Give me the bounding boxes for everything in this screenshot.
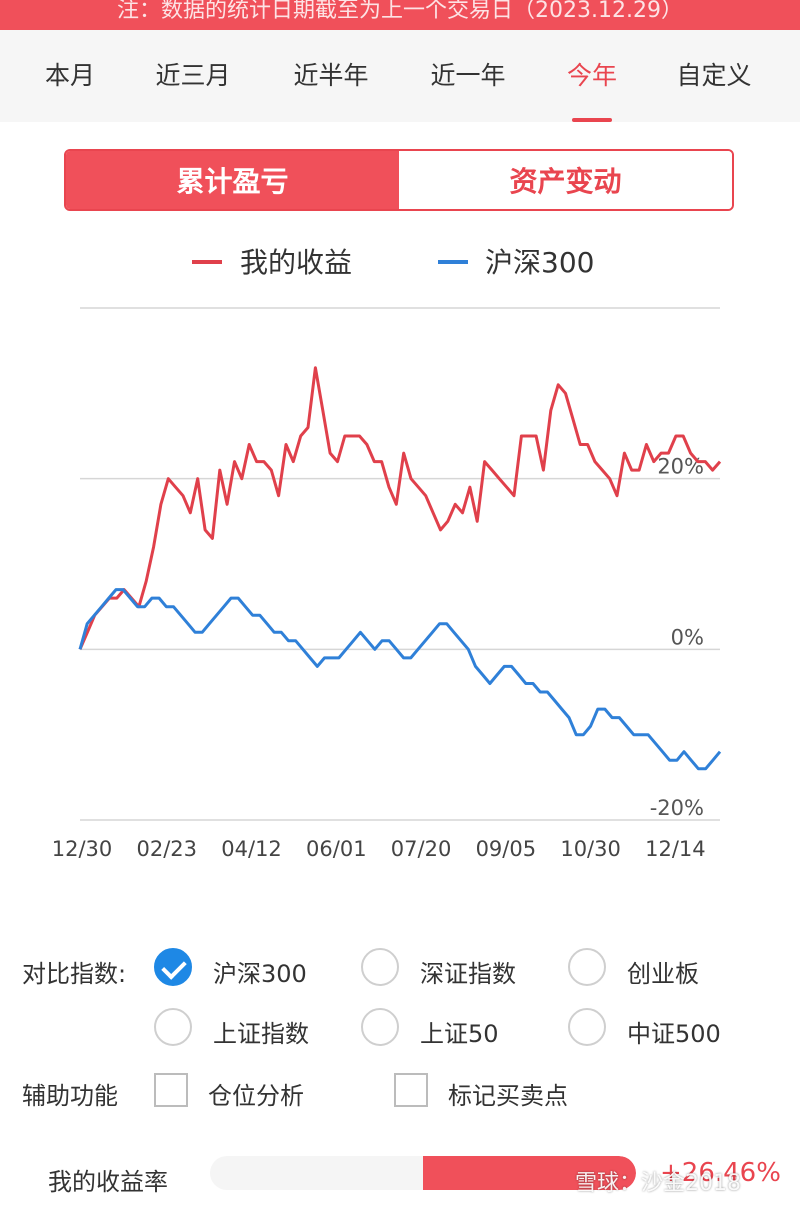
- returns-line-chart: 我的收益 沪深300 -20%0%20% 12/30 02/23 04/12 06/0…: [52, 246, 722, 861]
- compare-option-sz[interactable]: 深证指数: [420, 960, 516, 988]
- tab-this-year[interactable]: 今年: [566, 61, 618, 90]
- y-tick-label: -20%: [650, 796, 704, 820]
- x-tick-label: 10/30: [560, 837, 621, 861]
- compare-radio-cyb[interactable]: [568, 948, 606, 986]
- compare-radio-hs300[interactable]: [154, 948, 192, 986]
- cumulative-pnl-button[interactable]: 累计盈亏: [66, 151, 399, 209]
- period-tabs: 本月 近三月 近半年 近一年 今年 自定义: [0, 30, 800, 122]
- series-line-index: [78, 588, 722, 771]
- tab-this-month[interactable]: 本月: [44, 61, 96, 90]
- legend-label-index: 沪深300: [485, 246, 594, 279]
- legend-label-mine: 我的收益: [240, 246, 352, 279]
- x-tick-label: 12/30: [52, 837, 113, 861]
- compare-radio-sz[interactable]: [361, 948, 399, 986]
- return-rate-value: +26.46%: [660, 1158, 781, 1188]
- asset-change-button[interactable]: 资产变动: [399, 151, 732, 209]
- tab-three-months[interactable]: 近三月: [155, 61, 231, 90]
- compare-option-sz50[interactable]: 上证50: [420, 1020, 499, 1048]
- compare-radio-sh[interactable]: [154, 1008, 192, 1046]
- assist-label: 辅助功能: [22, 1082, 118, 1110]
- return-rate-bar-fill: [423, 1156, 636, 1190]
- date-notice-text: 注：数据的统计日期截至为上一个交易日（2023.12.29）: [117, 0, 683, 23]
- compare-index-label: 对比指数:: [22, 960, 127, 988]
- return-rate-label: 我的收益率: [48, 1168, 168, 1196]
- compare-option-zz500[interactable]: 中证500: [627, 1020, 721, 1048]
- active-tab-indicator: [572, 118, 612, 122]
- return-rate-bar: [210, 1156, 636, 1190]
- y-tick-labels: -20%0%20%: [650, 455, 704, 820]
- return-rate-row: 我的收益率 +26.46%: [0, 1150, 800, 1207]
- x-tick-label: 04/12: [221, 837, 282, 861]
- tab-half-year[interactable]: 近半年: [293, 61, 369, 90]
- x-tick-label: 12/14: [645, 837, 706, 861]
- tab-one-year[interactable]: 近一年: [430, 61, 506, 90]
- chart-legend: 我的收益 沪深300: [192, 246, 594, 279]
- x-tick-label: 09/05: [476, 837, 537, 861]
- x-tick-label: 06/01: [306, 837, 367, 861]
- series-line-mine: [78, 366, 722, 650]
- compare-radio-sz50[interactable]: [361, 1008, 399, 1046]
- compare-option-sh[interactable]: 上证指数: [213, 1020, 309, 1048]
- xueqiu-watermark: 雪球：沙金2018: [575, 1171, 741, 1196]
- x-tick-label: 07/20: [391, 837, 452, 861]
- y-tick-label: 0%: [671, 625, 704, 649]
- compare-radio-zz500[interactable]: [568, 1008, 606, 1046]
- compare-option-cyb[interactable]: 创业板: [627, 960, 699, 988]
- y-grid: [80, 477, 720, 821]
- position-analysis-checkbox[interactable]: [154, 1073, 188, 1107]
- mark-trades-checkbox[interactable]: [394, 1073, 428, 1107]
- date-notice-banner: 注：数据的统计日期截至为上一个交易日（2023.12.29）: [0, 0, 800, 30]
- tab-custom[interactable]: 自定义: [676, 61, 752, 90]
- x-tick-label: 02/23: [137, 837, 198, 861]
- view-segment-control: 累计盈亏 资产变动: [64, 149, 734, 211]
- compare-option-hs300[interactable]: 沪深300: [213, 960, 307, 988]
- mark-trades-label[interactable]: 标记买卖点: [448, 1082, 568, 1110]
- x-tick-labels: 12/30 02/23 04/12 06/01 07/20 09/05 10/30 12/14: [52, 837, 706, 861]
- position-analysis-label[interactable]: 仓位分析: [208, 1082, 304, 1110]
